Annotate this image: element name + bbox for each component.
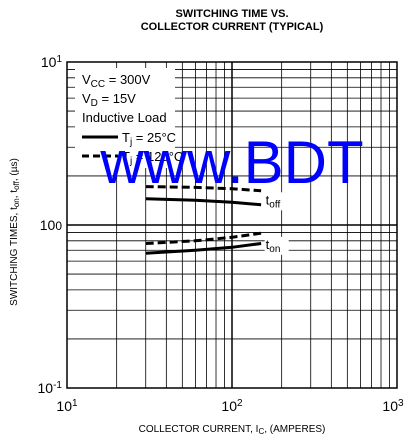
y-tick-labels: 101 100 10-1 [38, 54, 63, 397]
y-axis-label-off-sub: off [12, 180, 21, 190]
grid [67, 62, 397, 388]
y-axis-label: SWITCHING TIMES, ton, toff, (µs) [9, 158, 21, 306]
curve-labels: toff ton [264, 192, 289, 255]
y-tick-label: 10-1 [38, 380, 63, 397]
data-series [145, 185, 262, 255]
y-tick-label: 100 [40, 217, 63, 233]
y-axis-label-sep: , t [9, 190, 20, 199]
legend-vd: VD = 15V [82, 91, 136, 109]
chart-title-line-2: COLLECTOR CURRENT (TYPICAL) [141, 21, 324, 33]
x-tick-label: 102 [221, 398, 243, 415]
x-tick-labels: 101 102 103 [56, 398, 404, 415]
y-tick-label: 101 [41, 54, 63, 71]
series-line-t-off-25c [145, 197, 262, 207]
plot-frame [66, 61, 398, 389]
x-tick-label: 101 [56, 398, 78, 415]
y-axis-label-main: SWITCHING TIMES, t [9, 207, 20, 306]
series-line-t-off-125c [145, 185, 262, 193]
curve-label-off: toff [266, 192, 281, 210]
x-axis-label-main: COLLECTOR CURRENT, I [139, 424, 259, 435]
chart-title-line-1: SWITCHING TIME VS. [175, 8, 288, 20]
legend-vcc: VCC = 300V [82, 72, 151, 90]
x-axis-label: COLLECTOR CURRENT, IC, (AMPERES) [139, 424, 326, 436]
legend-tj125: Tj = 125°C [122, 149, 183, 167]
legend-load: Inductive Load [82, 110, 167, 125]
y-axis-label-unit: , (µs) [9, 158, 20, 181]
x-axis-label-sub: C [258, 427, 264, 436]
y-axis-label-on-sub: on [12, 198, 21, 207]
curve-label-bg [264, 236, 289, 255]
legend-box [75, 68, 175, 168]
series-line-t-on-125c [145, 231, 262, 245]
legend-tj25: Tj = 25°C [122, 130, 176, 148]
x-axis-label-suffix: , (AMPERES) [264, 424, 325, 435]
series-line-t-on-25c [145, 242, 262, 255]
curve-label-on: ton [266, 237, 281, 255]
watermark: www.BDT [99, 129, 363, 196]
x-tick-label: 103 [382, 398, 404, 415]
curve-label-bg [264, 192, 289, 211]
legend: VCC = 300V VD = 15V Inductive Load Tj = … [75, 68, 183, 168]
